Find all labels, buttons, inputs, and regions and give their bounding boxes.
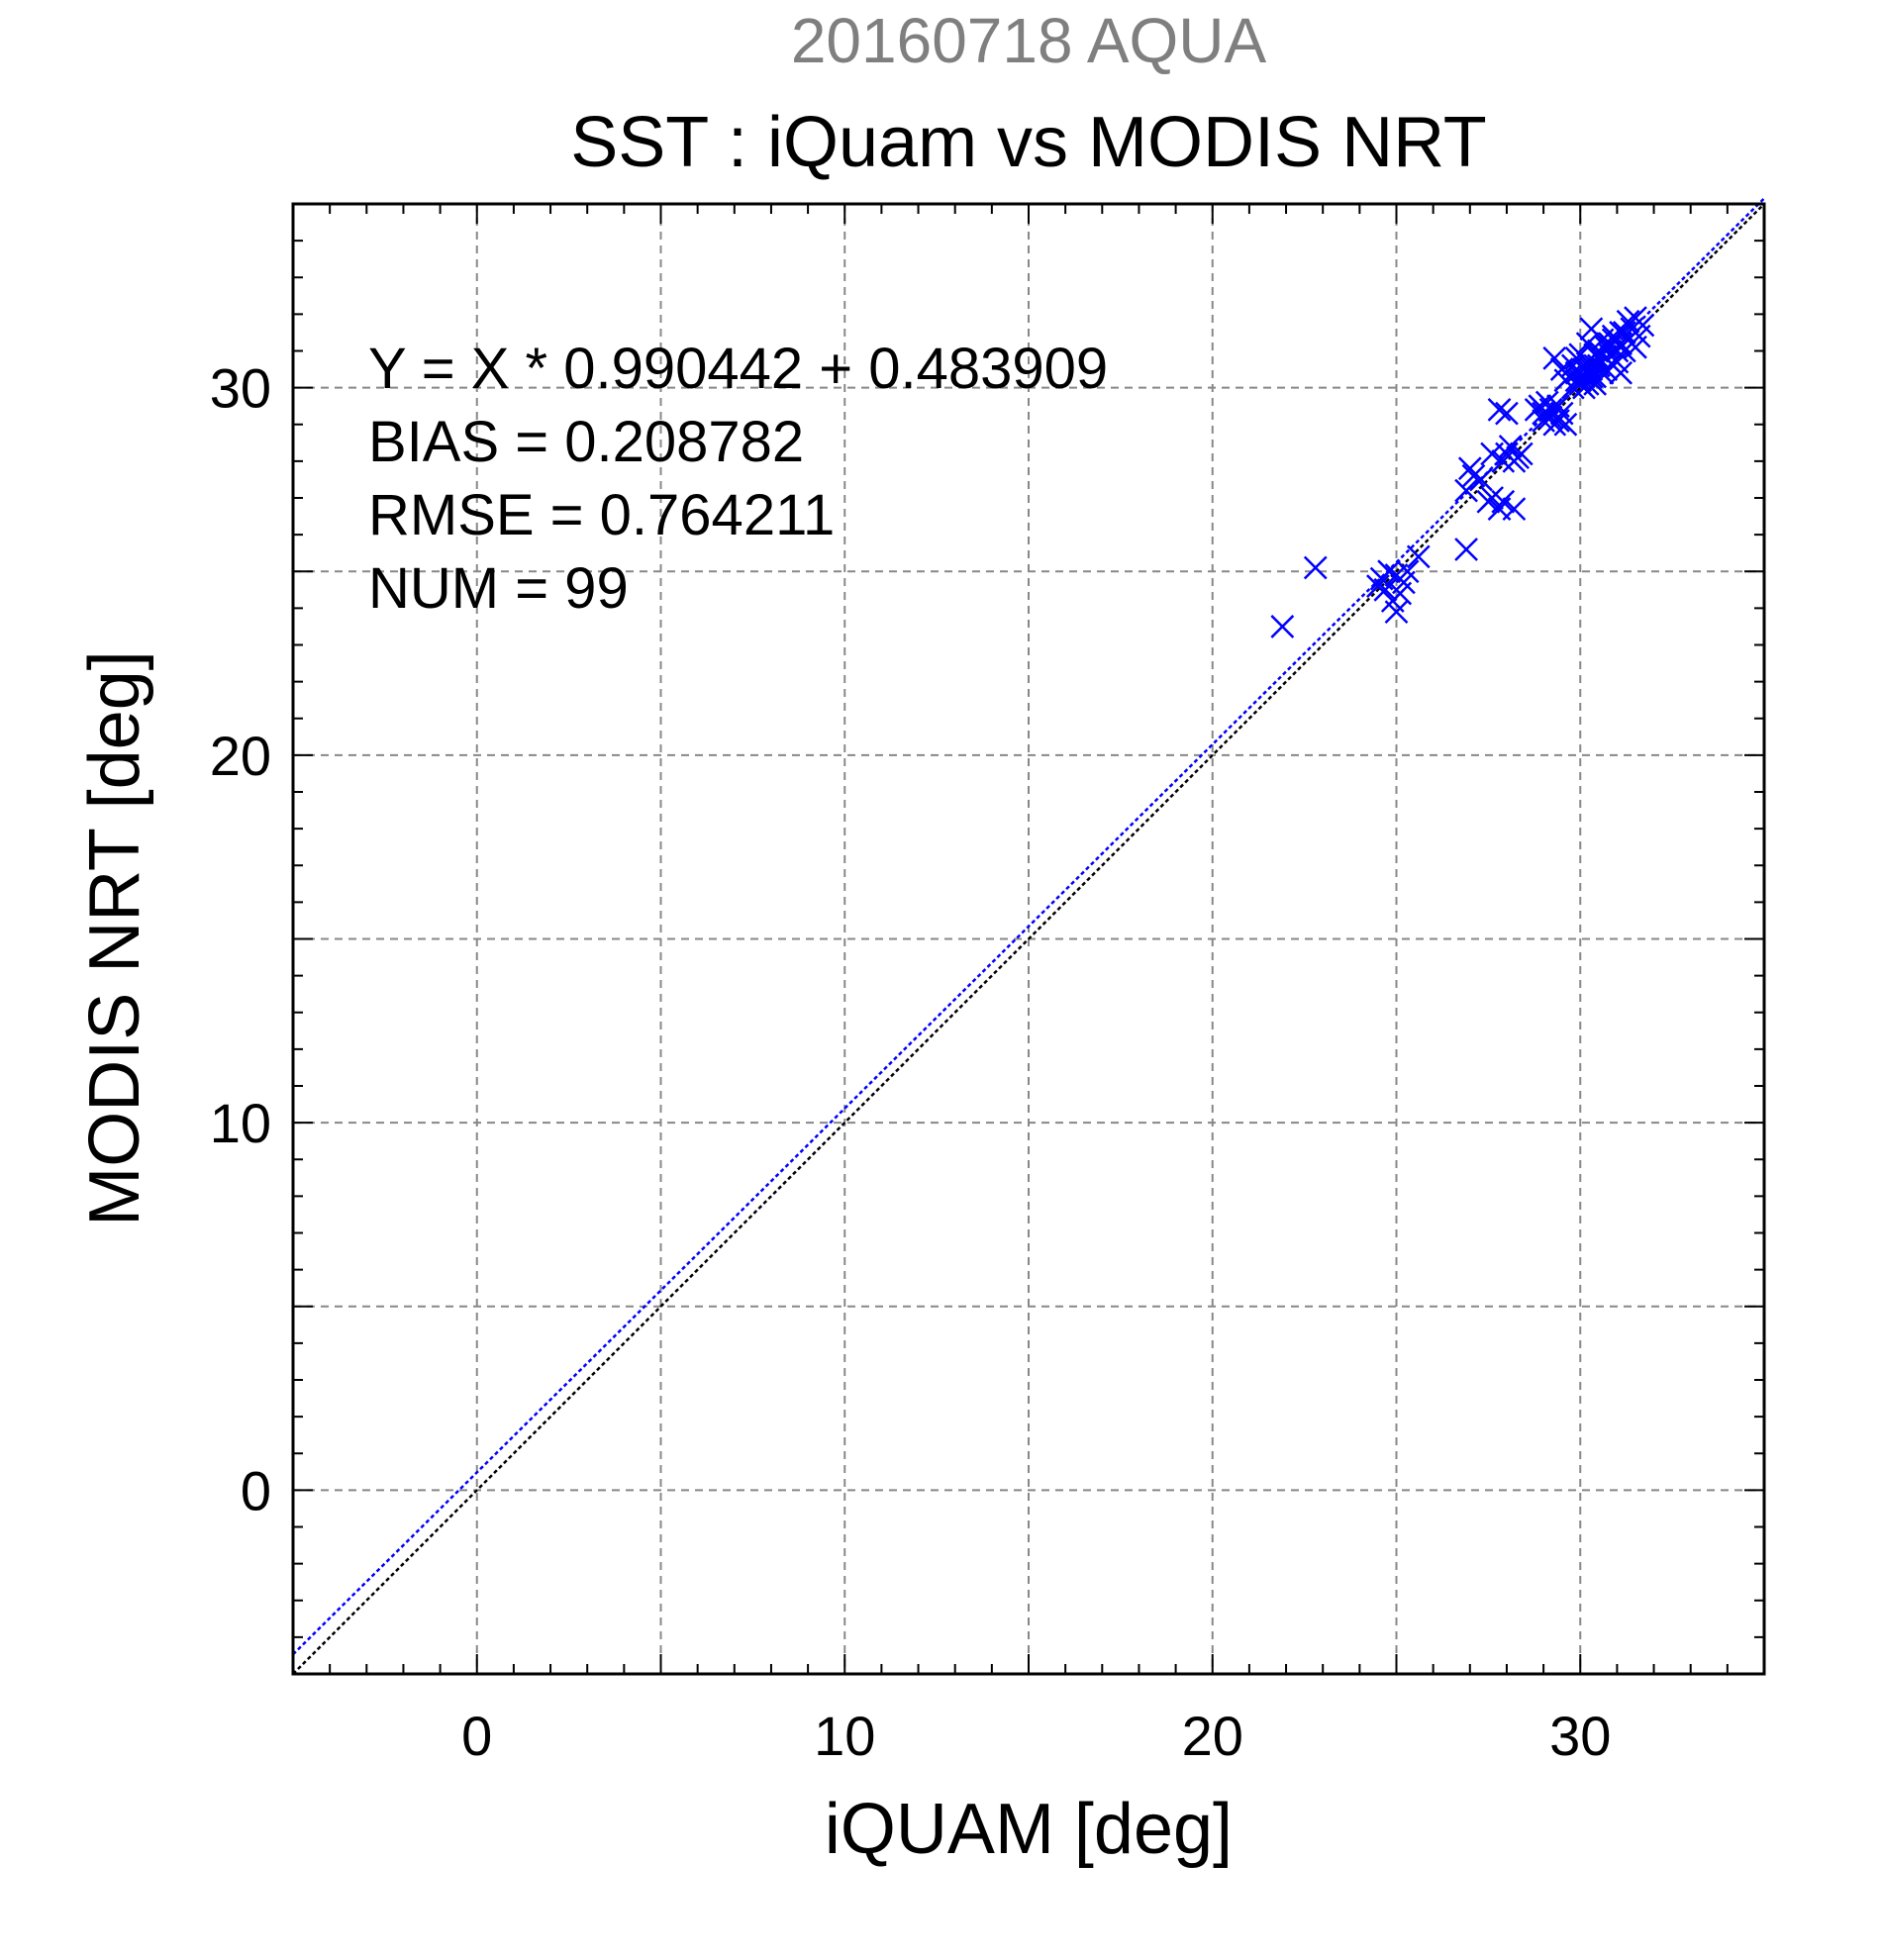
data-point-stroke	[1303, 555, 1328, 580]
data-point-stroke	[1579, 317, 1604, 342]
x-tick-label: 10	[814, 1705, 875, 1767]
data-point	[1270, 615, 1295, 638]
data-point-stroke	[1461, 463, 1486, 488]
data-point-stroke	[1373, 577, 1398, 602]
data-point-stroke	[1495, 401, 1519, 426]
data-point-stroke	[1491, 489, 1516, 514]
data-point	[1454, 538, 1478, 561]
data-point	[1303, 555, 1328, 580]
data-point-stroke	[1631, 313, 1655, 338]
data-point	[1377, 559, 1401, 584]
data-points	[1270, 306, 1655, 638]
data-point	[1509, 441, 1534, 466]
data-point-stroke	[1384, 600, 1409, 624]
x-tick-label: 30	[1549, 1705, 1611, 1767]
data-point	[1395, 559, 1420, 584]
x-tick-label: 20	[1182, 1705, 1243, 1767]
data-point-stroke	[1616, 309, 1640, 334]
data-point-stroke	[1528, 394, 1552, 419]
data-point-stroke	[1586, 346, 1611, 370]
data-point-stroke	[1509, 441, 1534, 466]
data-point-stroke	[1480, 486, 1504, 510]
data-point	[1616, 309, 1640, 334]
x-tick-label: 0	[461, 1705, 492, 1767]
data-point	[1579, 357, 1604, 381]
data-point-stroke	[1583, 364, 1607, 389]
annotation-bias: BIAS = 0.208782	[368, 410, 804, 474]
data-point-stroke	[1502, 497, 1527, 522]
data-point-stroke	[1377, 559, 1401, 584]
tick-labels: 0 10 20 30 0 10 20 30	[210, 357, 1612, 1767]
data-point-stroke	[1457, 456, 1482, 481]
chart-title: SST : iQuam vs MODIS NRT	[570, 103, 1487, 182]
data-point	[1546, 409, 1570, 433]
axis-ticks	[292, 203, 1765, 1675]
data-point	[1491, 489, 1516, 514]
data-point	[1542, 346, 1567, 370]
data-point-stroke	[1454, 478, 1478, 503]
y-axis-label: MODIS NRT [deg]	[75, 650, 154, 1226]
data-point-stroke	[1270, 615, 1295, 638]
identity-line	[292, 203, 1765, 1675]
y-tick-label: 30	[210, 357, 271, 420]
annotation-regression: Y = X * 0.990442 + 0.483909	[368, 337, 1108, 401]
data-point	[1469, 467, 1493, 492]
data-point	[1384, 600, 1409, 624]
data-point	[1631, 313, 1655, 338]
data-point	[1495, 401, 1519, 426]
x-axis-label: iQUAM [deg]	[825, 1790, 1233, 1869]
data-point-stroke	[1609, 321, 1633, 344]
y-tick-label: 20	[210, 725, 271, 787]
data-point	[1487, 398, 1512, 422]
data-point	[1583, 364, 1607, 389]
data-point	[1502, 497, 1527, 522]
data-point-stroke	[1542, 346, 1567, 370]
y-tick-label: 10	[210, 1092, 271, 1154]
data-point	[1609, 321, 1633, 344]
data-point-stroke	[1491, 448, 1516, 473]
data-point	[1406, 544, 1431, 569]
annotation-rmse: RMSE = 0.764211	[368, 483, 835, 547]
data-point	[1373, 577, 1398, 602]
data-point-stroke	[1609, 360, 1633, 385]
data-point	[1586, 346, 1611, 370]
data-point	[1609, 360, 1633, 385]
regression-line	[292, 197, 1765, 1656]
data-point-stroke	[1579, 357, 1604, 381]
annotation-num: NUM = 99	[368, 556, 629, 621]
data-point	[1575, 332, 1600, 355]
data-point-stroke	[1575, 332, 1600, 355]
data-point-stroke	[1553, 412, 1578, 437]
data-point-stroke	[1395, 559, 1420, 584]
y-tick-label: 0	[241, 1459, 271, 1521]
data-point-stroke	[1487, 398, 1512, 422]
data-point-stroke	[1560, 353, 1585, 378]
plot-frame	[291, 202, 1766, 1676]
data-point	[1461, 463, 1486, 488]
data-point-stroke	[1366, 574, 1390, 598]
data-point-stroke	[1498, 435, 1523, 458]
data-point-stroke	[1406, 544, 1431, 569]
chart-supertitle: 20160718 AQUA	[791, 5, 1267, 76]
data-point-stroke	[1469, 467, 1493, 492]
data-point-stroke	[1564, 368, 1589, 393]
data-point-stroke	[1454, 538, 1478, 561]
data-point-stroke	[1534, 390, 1559, 415]
data-point	[1454, 478, 1478, 503]
data-point-stroke	[1538, 398, 1563, 422]
data-point	[1498, 435, 1523, 458]
data-point-stroke	[1546, 409, 1570, 433]
reference-lines	[292, 197, 1765, 1675]
data-point-stroke	[1549, 401, 1574, 426]
data-point-stroke	[1605, 349, 1630, 374]
data-point	[1491, 448, 1516, 473]
data-point	[1553, 412, 1578, 437]
